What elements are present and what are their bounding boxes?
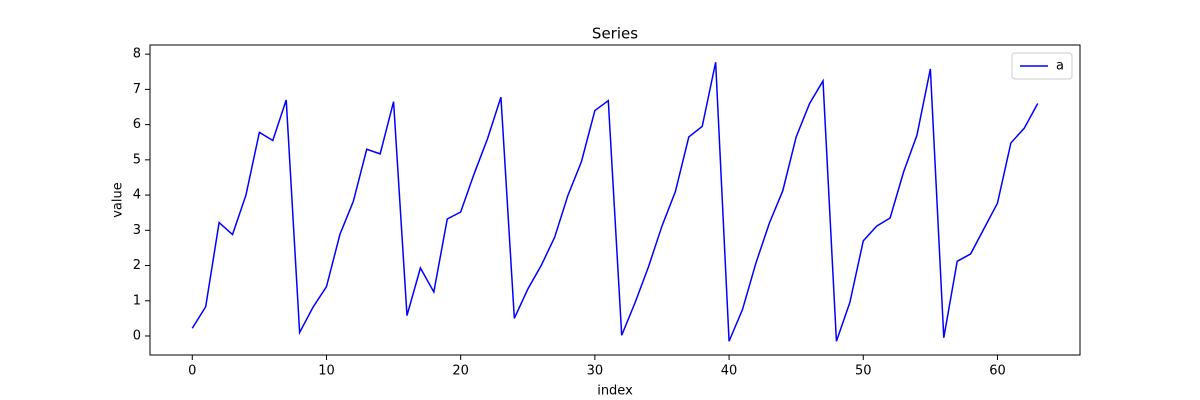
x-axis-label: index [597,384,633,399]
x-tick-label: 60 [989,364,1006,379]
x-tick-label: 40 [721,364,738,379]
x-tick-label: 0 [188,364,196,379]
y-tick-label: 1 [133,293,141,308]
x-tick-label: 20 [452,364,469,379]
plot-frame [149,44,1081,356]
legend-label: a [1056,59,1064,74]
y-tick-label: 5 [133,152,141,167]
y-tick-label: 8 [133,47,141,62]
y-tick-label: 2 [133,258,141,273]
x-tick-label: 50 [855,364,872,379]
y-tick-label: 7 [133,82,141,97]
y-tick-label: 6 [133,117,141,132]
x-tick-label: 30 [587,364,604,379]
chart-title: Series [592,25,638,43]
line-series [191,62,1039,342]
x-tick-label: 10 [318,364,335,379]
y-tick-label: 4 [133,188,141,203]
y-tick-label: 3 [133,223,141,238]
y-axis-label: value [111,182,126,218]
y-tick-label: 0 [133,328,141,343]
